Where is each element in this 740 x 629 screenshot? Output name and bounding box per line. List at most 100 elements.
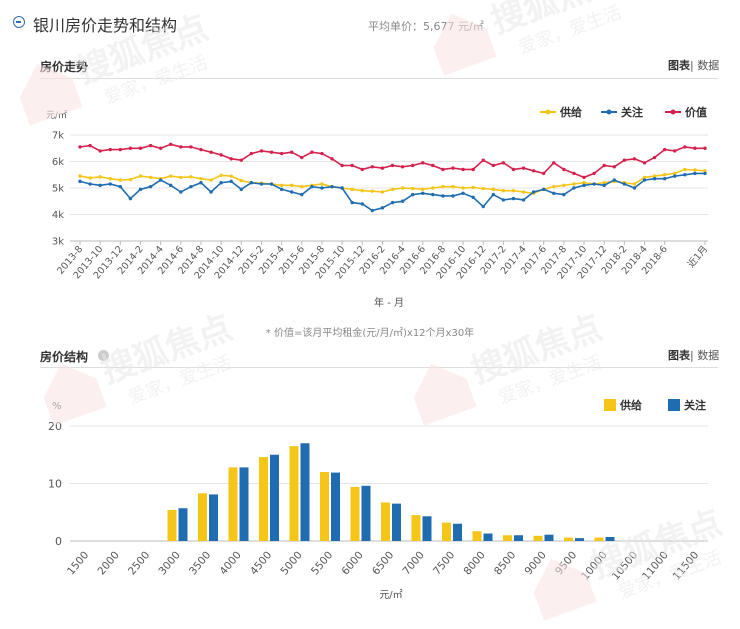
trend-point-2 <box>219 153 223 157</box>
trend-point-2 <box>320 151 324 156</box>
trend-point-2 <box>179 145 183 149</box>
structure-x-tick-label: 7500 <box>431 549 457 577</box>
structure-bar-1 <box>361 485 371 541</box>
structure-x-tick-label: 11500 <box>671 549 702 582</box>
trend-point-2 <box>632 157 637 161</box>
structure-bar-1 <box>239 467 249 541</box>
trend-point-0 <box>673 171 677 176</box>
structure-bar-0 <box>503 535 512 541</box>
trend-point-0 <box>370 189 375 193</box>
trend-point-1 <box>410 192 415 197</box>
trend-point-1 <box>118 184 123 189</box>
structure-x-tick-label: 8500 <box>492 549 518 577</box>
structure-bar-1 <box>514 535 523 541</box>
trend-point-0 <box>451 184 455 189</box>
trend-point-2 <box>511 167 516 172</box>
structure-bar-0 <box>289 446 299 541</box>
structure-legend-label: 供给 <box>619 398 642 412</box>
structure-chart-tab[interactable]: 图表 <box>668 349 690 362</box>
trend-legend-label: 关注 <box>621 105 643 119</box>
trend-point-2 <box>380 166 385 170</box>
collapse-icon[interactable] <box>13 16 25 28</box>
trend-point-1 <box>602 183 606 188</box>
trend-point-1 <box>612 178 616 182</box>
structure-bar-0 <box>472 531 482 541</box>
trend-point-2 <box>572 171 576 176</box>
trend-point-0 <box>431 186 435 190</box>
trend-point-1 <box>148 184 153 189</box>
trend-point-0 <box>78 174 82 178</box>
trend-point-0 <box>148 175 153 180</box>
trend-point-1 <box>360 202 364 206</box>
trend-point-1 <box>592 182 596 186</box>
value-footnote: * 价值=该月平均租金(元/月/㎡)x12个月x30年 <box>265 328 475 339</box>
structure-bar-0 <box>350 486 360 541</box>
structure-bar-0 <box>533 535 543 541</box>
trend-divider <box>40 78 718 79</box>
trend-y-tick-label: 4k <box>52 210 64 221</box>
trend-point-2 <box>662 147 667 152</box>
trend-legend-label: 供给 <box>559 105 582 119</box>
trend-point-1 <box>249 181 254 185</box>
trend-point-2 <box>471 167 475 172</box>
trend-point-0 <box>118 178 123 182</box>
trend-legend-marker <box>545 109 551 115</box>
structure-bar-1 <box>544 534 554 541</box>
trend-point-2 <box>148 143 153 148</box>
page-title: 银川房价走势和结构 <box>33 16 178 35</box>
trend-point-2 <box>118 147 123 152</box>
trend-point-2 <box>189 145 193 149</box>
structure-bar-1 <box>605 536 615 541</box>
structure-x-tick-label: 9500 <box>553 549 579 577</box>
trend-point-0 <box>582 181 586 185</box>
trend-point-1 <box>693 171 697 176</box>
structure-bar-0 <box>564 537 573 541</box>
structure-x-tick-label: 3500 <box>187 549 213 577</box>
trend-x-axis-title: 年 - 月 <box>374 296 404 309</box>
trend-point-2 <box>169 142 173 146</box>
structure-bar-1 <box>453 523 462 541</box>
trend-point-2 <box>279 151 284 156</box>
trend-point-0 <box>209 178 213 182</box>
trend-point-1 <box>269 182 274 186</box>
trend-point-1 <box>98 183 102 188</box>
trend-point-2 <box>410 163 415 168</box>
trend-point-0 <box>229 174 233 178</box>
trend-point-2 <box>421 161 425 165</box>
structure-x-tick-label: 10000 <box>579 549 610 582</box>
structure-bar-0 <box>411 515 421 541</box>
structure-bar-0 <box>320 472 329 541</box>
trend-point-1 <box>531 190 536 194</box>
trend-point-2 <box>431 163 435 168</box>
trend-point-0 <box>98 175 102 179</box>
trend-point-0 <box>703 169 707 173</box>
trend-point-2 <box>562 167 566 172</box>
trend-point-0 <box>471 185 475 190</box>
help-icon[interactable] <box>98 350 109 361</box>
trend-legend-marker <box>606 109 612 115</box>
trend-y-tick-label: 3k <box>52 237 64 248</box>
trend-point-1 <box>441 194 445 198</box>
trend-point-0 <box>693 168 697 172</box>
structure-bar-0 <box>594 537 604 541</box>
structure-bar-0 <box>259 457 268 541</box>
trend-point-0 <box>461 186 465 190</box>
structure-x-tick-label: 1500 <box>65 549 91 577</box>
trend-chart-tab[interactable]: 图表 <box>668 59 690 72</box>
structure-x-tick-label: 2000 <box>95 549 121 577</box>
trend-point-0 <box>239 178 243 183</box>
trend-point-1 <box>289 190 294 194</box>
trend-point-2 <box>78 145 82 149</box>
trend-point-1 <box>491 192 496 197</box>
trend-data-tab[interactable]: 数据 <box>697 59 720 72</box>
structure-x-tick-label: 8000 <box>461 549 487 577</box>
trend-y-tick-label: 6k <box>52 157 64 168</box>
trend-tab-separator: | <box>690 59 694 72</box>
structure-x-tick-label: 3000 <box>156 549 182 577</box>
trend-point-2 <box>683 145 687 149</box>
trend-y-tick-label: 5k <box>52 184 64 195</box>
trend-point-1 <box>421 191 425 195</box>
trend-point-2 <box>259 149 264 153</box>
structure-data-tab[interactable]: 数据 <box>697 349 720 362</box>
